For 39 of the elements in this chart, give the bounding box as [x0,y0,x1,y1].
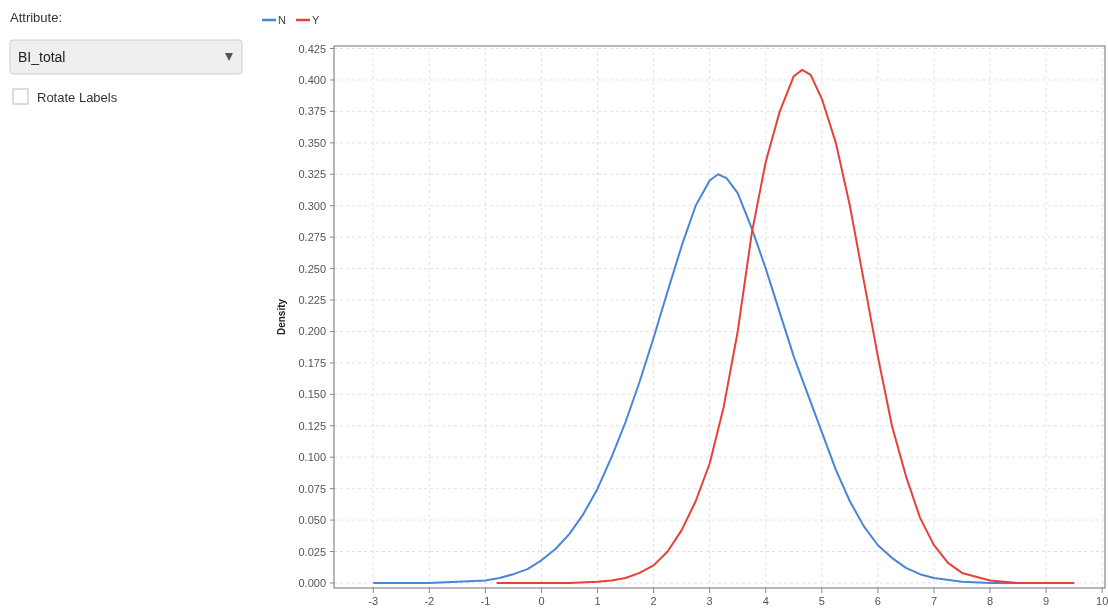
y-tick-label: 0.200 [298,325,326,338]
y-tick-label: 0.125 [298,419,326,432]
y-tick-label: 0.275 [298,231,326,244]
y-tick-label: 0.425 [298,42,326,55]
y-tick-label: 0.000 [298,576,326,589]
y-tick-label: 0.175 [298,356,326,369]
line-series [495,68,1076,584]
y-tick-label: 0.300 [298,199,326,212]
y-tick-label: 0.325 [298,168,326,181]
y-tick-label: 0.350 [298,136,326,149]
x-tick-label: 0 [538,595,545,607]
x-tick-label: -3 [368,595,379,607]
y-tick-label: 0.075 [298,482,326,495]
legend-label: Y [312,14,320,26]
y-tick-label: 0.025 [298,545,326,558]
x-tick-label: 7 [930,595,938,607]
x-tick-label: 1 [594,595,601,607]
x-tick-label: 4 [762,595,769,607]
x-tick-label: 9 [1043,595,1050,607]
y-tick-label: 0.375 [298,105,326,118]
y-tick-label: 0.050 [298,514,326,527]
y-axis-title: Density [276,298,287,336]
text: Rotate Labels [37,90,118,105]
y-tick-label: 0.150 [298,388,326,401]
y-tick-label: 0.400 [298,73,326,86]
legend-label: N [278,14,286,26]
x-tick-label: 6 [874,595,881,607]
text: Attribute: [10,10,63,25]
x-tick-label: 8 [986,595,994,607]
y-tick-label: 0.225 [298,294,326,307]
x-tick-label: -1 [480,595,491,607]
y-tick-label: 0.250 [298,262,326,275]
y-tick-label: 0.100 [298,451,326,464]
x-tick-label: 3 [706,595,713,607]
x-tick-label: 10 [1096,595,1108,607]
x-tick-label: -2 [424,595,435,607]
x-tick-label: 5 [818,595,825,607]
dropdown-field: BI_total [9,39,243,75]
x-tick-label: 2 [650,595,657,607]
